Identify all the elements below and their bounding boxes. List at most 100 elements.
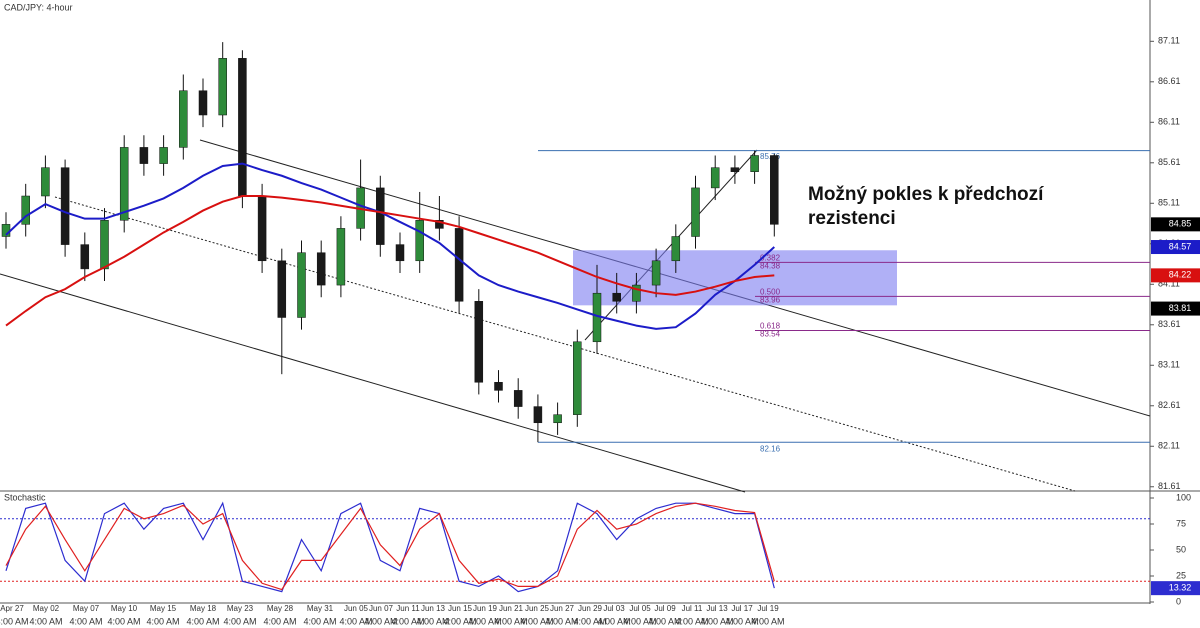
fib-ratio: 0.500 <box>760 288 781 297</box>
fib-price: 83.54 <box>760 330 781 339</box>
x-date-label: Jun 13 <box>421 604 446 613</box>
candle-body <box>159 147 168 164</box>
x-time-label: 4:00 AM <box>623 616 656 626</box>
candle-body <box>238 58 247 197</box>
x-time-label: 4:00 AM <box>186 616 219 626</box>
x-date-label: Jun 29 <box>578 604 603 613</box>
x-date-label: Jul 05 <box>629 604 651 613</box>
candle-body <box>730 167 740 172</box>
x-time-label: 4:00 AM <box>69 616 102 626</box>
fib-price: 84.38 <box>760 262 781 271</box>
y-tick-label: 100 <box>1176 492 1191 502</box>
x-date-label: May 28 <box>267 604 294 613</box>
x-time-label: 4:00 AM <box>107 616 140 626</box>
chart-title: CAD/JPY: 4-hour <box>4 2 73 12</box>
y-tick-label: 84.11 <box>1158 279 1180 289</box>
x-time-label: 4:00 AM <box>263 616 296 626</box>
candle-body <box>316 252 326 286</box>
x-date-label: May 10 <box>111 604 138 613</box>
x-time-label: 4:00 AM <box>339 616 372 626</box>
x-time-label: 4:00 AM <box>146 616 179 626</box>
x-date-label: Jun 11 <box>396 604 420 613</box>
candle-body <box>119 147 129 221</box>
marker-price-tag: 83.81 <box>1169 303 1192 313</box>
x-date-label: May 18 <box>190 604 217 613</box>
y-tick-label: 25 <box>1176 570 1186 580</box>
candle-body <box>60 167 70 245</box>
candle-body <box>770 155 779 225</box>
candle-body <box>612 292 621 302</box>
x-date-label: May 15 <box>150 604 177 613</box>
support-zone <box>573 250 897 306</box>
candle-body <box>533 406 543 424</box>
channel-line <box>0 273 746 493</box>
y-tick-label: 50 <box>1176 544 1186 554</box>
candle-body <box>277 260 287 318</box>
candle-body <box>336 228 346 286</box>
stoch-tag: 13.32 <box>1169 583 1192 593</box>
x-time-label: 4:00 AM <box>675 616 708 626</box>
candle-body <box>139 147 149 164</box>
candle-body <box>41 167 50 197</box>
stochastic-line <box>5 501 775 593</box>
marker-price-tag-bg <box>1151 301 1200 316</box>
x-time-label: 4:00 AM <box>364 616 397 626</box>
x-date-label: May 31 <box>307 604 334 613</box>
candle-body <box>494 382 503 391</box>
moving-average <box>5 162 775 330</box>
x-date-label: Jul 03 <box>603 604 625 613</box>
indicator-title: Stochastic <box>4 492 46 502</box>
x-date-label: Jun 15 <box>448 604 473 613</box>
y-tick-label: 0 <box>1176 596 1181 606</box>
x-time-label: 4:00 AM <box>725 616 758 626</box>
x-date-label: May 02 <box>33 604 60 613</box>
candle-body <box>671 236 681 262</box>
x-date-label: May 23 <box>227 604 254 613</box>
candle-body <box>80 244 90 270</box>
x-time-label: 4:00 AM <box>391 616 424 626</box>
candle-body <box>553 414 562 424</box>
x-time-label: 4:00 AM <box>597 616 630 626</box>
x-time-label: 4:00 AM <box>520 616 553 626</box>
candle-body <box>710 167 720 189</box>
candle-body <box>179 90 188 148</box>
last-price-tag-bg <box>1151 217 1200 232</box>
fib-ratio: 0.382 <box>760 254 781 263</box>
candle-body <box>474 301 484 383</box>
candle-body <box>297 252 306 318</box>
x-time-label: 4:00 AM <box>0 616 29 626</box>
candle-body <box>100 220 109 270</box>
candle-body <box>376 187 385 245</box>
x-date-label: Jun 21 <box>499 604 524 613</box>
x-time-label: 4:00 AM <box>416 616 449 626</box>
x-date-label: Jul 11 <box>682 604 703 613</box>
x-time-label: 4:00 AM <box>700 616 733 626</box>
x-date-label: Jul 13 <box>706 604 728 613</box>
ma-tag: 84.22 <box>1169 270 1192 280</box>
fib-trend-line <box>584 149 758 341</box>
candle-body <box>691 187 700 237</box>
x-time-label: 4:00 AM <box>468 616 501 626</box>
candle-body <box>750 155 759 172</box>
y-tick-label: 86.61 <box>1158 76 1181 86</box>
candle-body <box>573 341 582 415</box>
y-tick-label: 82.61 <box>1158 400 1181 410</box>
x-date-label: Jun 05 <box>344 604 369 613</box>
fib-ratio: 0.618 <box>760 322 781 331</box>
x-time-label: 4:00 AM <box>443 616 476 626</box>
ma-tag-bg <box>1151 240 1200 255</box>
y-tick-label: 85.61 <box>1158 157 1181 167</box>
y-tick-label: 83.11 <box>1158 360 1180 370</box>
x-time-label: 4:00 AM <box>573 616 606 626</box>
stochastic-line <box>5 502 775 591</box>
candle-body <box>257 195 267 262</box>
candle-body <box>632 284 641 302</box>
x-time-label: 4:00 AM <box>494 616 527 626</box>
x-date-label: Apr 27 <box>0 604 24 613</box>
y-tick-label: 81.61 <box>1158 481 1181 491</box>
fib-price: 83.96 <box>760 296 781 305</box>
plot-layer: 81.6182.1182.6183.1183.6184.1184.6185.11… <box>0 36 1200 626</box>
x-time-label: 4:00 AM <box>303 616 336 626</box>
annotation: Možný pokles k předchozí <box>808 184 1044 205</box>
